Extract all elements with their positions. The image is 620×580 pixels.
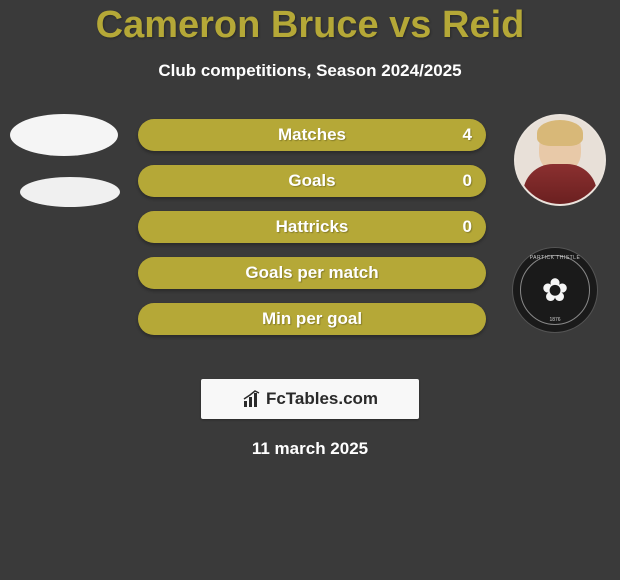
source-logo-box: FcTables.com [201, 379, 419, 419]
stat-value-right: 4 [463, 125, 472, 145]
stat-row-matches: Matches 4 [138, 119, 486, 151]
source-logo-text: FcTables.com [266, 389, 378, 409]
stat-row-goals-per-match: Goals per match [138, 257, 486, 289]
left-player-avatar [10, 114, 118, 156]
stat-row-hattricks: Hattricks 0 [138, 211, 486, 243]
stats-area: PARTICK THISTLE ✿ 1876 Matches 4 Goals 0… [0, 119, 620, 369]
stat-row-min-per-goal: Min per goal [138, 303, 486, 335]
comparison-subtitle: Club competitions, Season 2024/2025 [0, 61, 620, 81]
stat-label: Hattricks [276, 217, 349, 237]
comparison-title: Cameron Bruce vs Reid [0, 0, 620, 47]
left-club-badge [20, 177, 120, 207]
stat-label: Matches [278, 125, 346, 145]
right-player-avatar [514, 114, 606, 206]
stat-value-right: 0 [463, 217, 472, 237]
stat-row-goals: Goals 0 [138, 165, 486, 197]
stat-value-right: 0 [463, 171, 472, 191]
thistle-icon: ✿ [542, 274, 569, 306]
stat-label: Min per goal [262, 309, 362, 329]
stat-label: Goals [288, 171, 335, 191]
date-text: 11 march 2025 [0, 439, 620, 459]
badge-text-top: PARTICK THISTLE [530, 255, 581, 261]
right-club-badge: PARTICK THISTLE ✿ 1876 [512, 247, 598, 333]
badge-text-bottom: 1876 [549, 317, 560, 323]
chart-icon [242, 390, 262, 408]
avatar-hair [537, 120, 583, 146]
stat-label: Goals per match [245, 263, 378, 283]
badge-inner-ring: PARTICK THISTLE ✿ 1876 [520, 255, 590, 325]
stat-rows-container: Matches 4 Goals 0 Hattricks 0 Goals per … [138, 119, 486, 349]
